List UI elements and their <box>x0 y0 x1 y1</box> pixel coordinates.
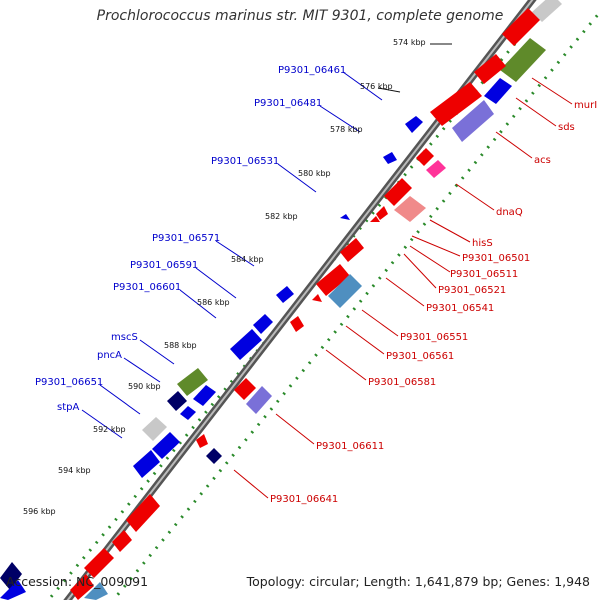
tick-label: 574 kbp <box>393 38 426 47</box>
reverse-labels: murI sds acs dnaQ hisS P9301_06501 P9301… <box>270 100 597 505</box>
gene-label-reverse: dnaQ <box>496 207 523 218</box>
tick-dots-inner <box>111 9 600 600</box>
gene-label-forward: P9301_06571 <box>152 233 220 244</box>
reverse-leaders <box>233 77 573 499</box>
gene-label-reverse: hisS <box>472 238 493 249</box>
gene-reverse <box>112 530 132 552</box>
tick-label: 582 kbp <box>265 212 298 221</box>
gene-reverse <box>316 264 350 296</box>
gene-forward <box>0 580 26 600</box>
gene-label-reverse: P9301_06521 <box>438 285 506 296</box>
gene-label-forward: mscS <box>111 332 138 343</box>
gene-forward <box>0 562 22 590</box>
gene-reverse <box>328 274 362 308</box>
reverse-genes <box>70 0 562 600</box>
gene-forward <box>133 450 160 478</box>
gene-forward <box>180 406 196 420</box>
gene-reverse <box>484 78 512 104</box>
gene-reverse <box>474 54 506 84</box>
gene-forward <box>383 152 397 164</box>
tick-label: 592 kbp <box>93 425 126 434</box>
gene-reverse <box>196 434 208 448</box>
tick-label: 578 kbp <box>330 125 363 134</box>
gene-label-reverse: P9301_06541 <box>426 303 494 314</box>
gene-label-reverse: acs <box>534 155 551 166</box>
gene-reverse <box>206 448 222 464</box>
forward-leaders <box>81 71 383 439</box>
gene-label-forward: P9301_06651 <box>35 377 103 388</box>
gene-label-reverse: murI <box>574 100 597 111</box>
forward-genes <box>0 116 423 600</box>
gene-reverse <box>376 206 388 220</box>
gene-reverse <box>84 548 114 578</box>
tick-label: 594 kbp <box>58 466 91 475</box>
gene-label-forward: P9301_06531 <box>211 156 279 167</box>
tick-label: 576 kbp <box>360 82 393 91</box>
gene-label-reverse: sds <box>558 122 575 133</box>
gene-reverse <box>532 0 562 22</box>
gene-forward <box>276 286 294 303</box>
gene-forward <box>193 385 216 406</box>
gene-forward <box>167 391 187 411</box>
gene-label-reverse: P9301_06561 <box>386 351 454 362</box>
gene-forward <box>230 329 262 360</box>
gene-label-reverse: P9301_06511 <box>450 269 518 280</box>
gene-reverse <box>70 574 94 600</box>
gene-label-reverse: P9301_06551 <box>400 332 468 343</box>
gene-reverse <box>384 178 412 206</box>
gene-reverse <box>500 38 546 82</box>
gene-reverse <box>340 238 364 262</box>
gene-label-forward: P9301_06601 <box>113 282 181 293</box>
gene-label-reverse: P9301_06641 <box>270 494 338 505</box>
accession-text: Accession: NC_009091 <box>6 574 149 589</box>
gene-reverse <box>426 160 446 178</box>
tick-label: 588 kbp <box>164 341 197 350</box>
gene-label-forward: P9301_06461 <box>278 65 346 76</box>
gene-forward <box>405 116 423 133</box>
gene-reverse <box>84 582 108 600</box>
genome-summary: Topology: circular; Length: 1,641,879 bp… <box>246 574 590 589</box>
tick-label: 580 kbp <box>298 169 331 178</box>
gene-reverse <box>502 8 540 46</box>
gene-reverse <box>370 216 380 222</box>
gene-forward <box>177 368 208 396</box>
gene-reverse <box>312 294 322 302</box>
gene-forward <box>152 432 180 459</box>
gene-reverse <box>430 82 482 126</box>
gene-label-reverse: P9301_06611 <box>316 441 384 452</box>
gene-reverse <box>452 100 494 142</box>
gene-reverse <box>234 378 256 400</box>
gene-forward <box>142 417 167 441</box>
tick-labels: 574 kbp 576 kbp 578 kbp 580 kbp 582 kbp … <box>23 38 426 516</box>
map-title: Prochlorococcus marinus str. MIT 9301, c… <box>96 8 504 24</box>
forward-labels: P9301_06461 P9301_06481 P9301_06531 P930… <box>35 65 346 413</box>
gene-reverse <box>290 316 304 332</box>
gene-label-forward: P9301_06591 <box>130 260 198 271</box>
gene-reverse <box>246 386 272 414</box>
gene-label-forward: P9301_06481 <box>254 98 322 109</box>
tick-label: 584 kbp <box>231 255 264 264</box>
gene-label-forward: stpA <box>57 402 79 413</box>
gene-label-forward: pncA <box>97 350 122 361</box>
tick-label: 586 kbp <box>197 298 230 307</box>
gene-label-reverse: P9301_06581 <box>368 377 436 388</box>
gene-reverse <box>394 196 426 222</box>
gene-forward <box>253 314 273 334</box>
gene-label-reverse: P9301_06501 <box>462 253 530 264</box>
gene-forward <box>340 214 350 220</box>
gene-reverse <box>416 148 434 166</box>
gene-reverse <box>126 494 160 532</box>
tick-lines <box>377 43 452 93</box>
tick-label: 596 kbp <box>23 507 56 516</box>
tick-label: 590 kbp <box>128 382 161 391</box>
